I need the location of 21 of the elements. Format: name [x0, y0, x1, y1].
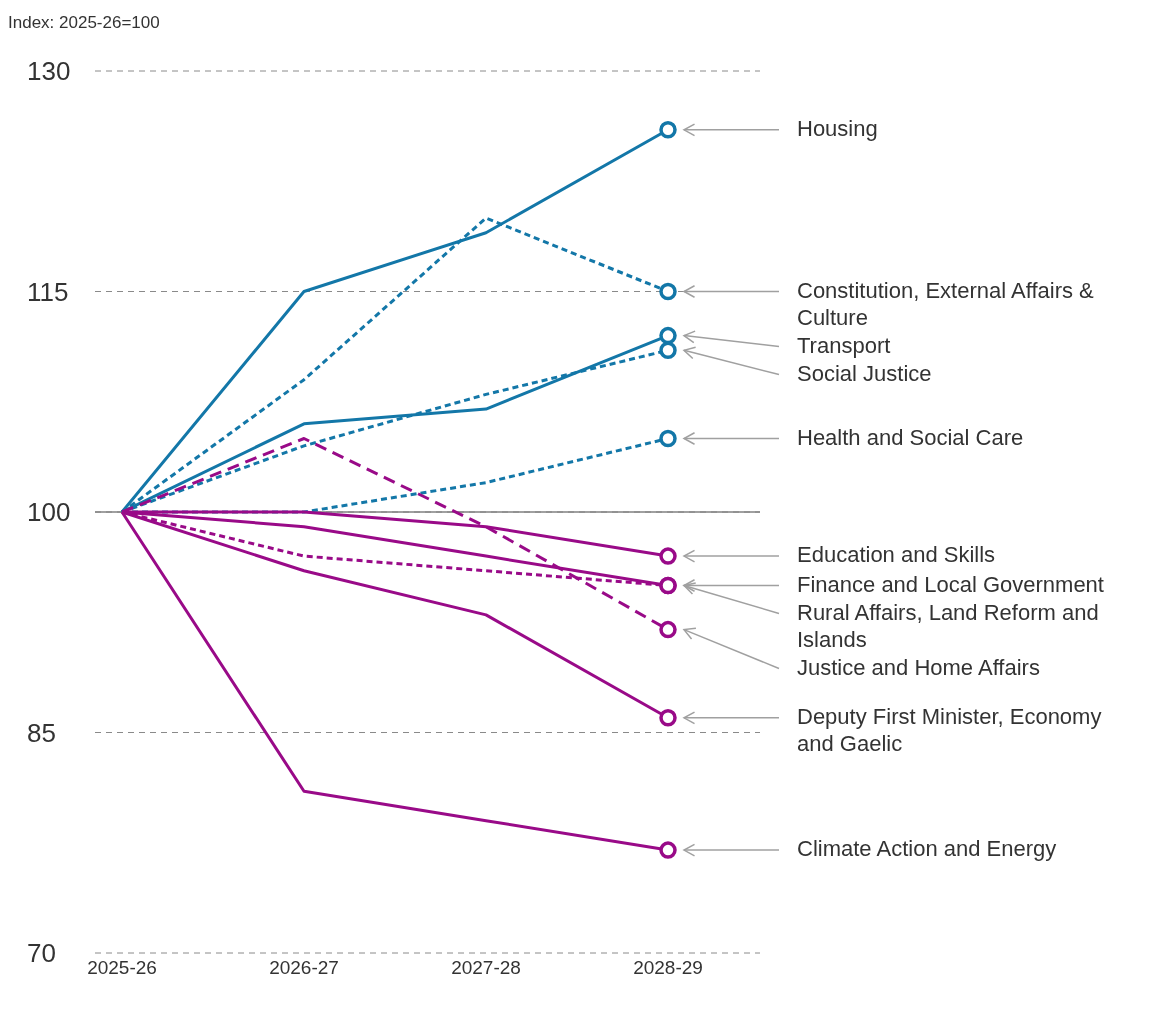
x-tick-label: 2025-26 [87, 957, 157, 979]
y-axis-title: Index: 2025-26=100 [8, 13, 160, 32]
text: Education and Skills [797, 541, 996, 567]
y-tick-label: 115 [27, 276, 69, 307]
y-tick-label: 70 [27, 938, 56, 969]
text: Deputy First Minister, Economy and Gaelic [797, 703, 1102, 756]
x-tick-label: 2027-28 [451, 957, 521, 979]
y-tick-label: 100 [27, 497, 71, 528]
x-tick-label: 2026-27 [269, 957, 339, 979]
text: Finance and Local Government [797, 571, 1104, 597]
text: Social Justice [797, 360, 932, 386]
text: Health and Social Care [797, 424, 1024, 450]
text: Housing [797, 115, 878, 141]
text: Rural Affairs, Land Reform and Islands [797, 599, 1099, 652]
text: Justice and Home Affairs [797, 654, 1040, 680]
y-tick-label: 85 [27, 717, 56, 748]
text: Constitution, External Affairs & Culture [797, 277, 1095, 330]
text: Climate Action and Energy [797, 835, 1057, 861]
text: Transport [797, 332, 891, 358]
x-tick-label: 2028-29 [633, 957, 703, 979]
y-tick-label: 130 [27, 56, 71, 87]
